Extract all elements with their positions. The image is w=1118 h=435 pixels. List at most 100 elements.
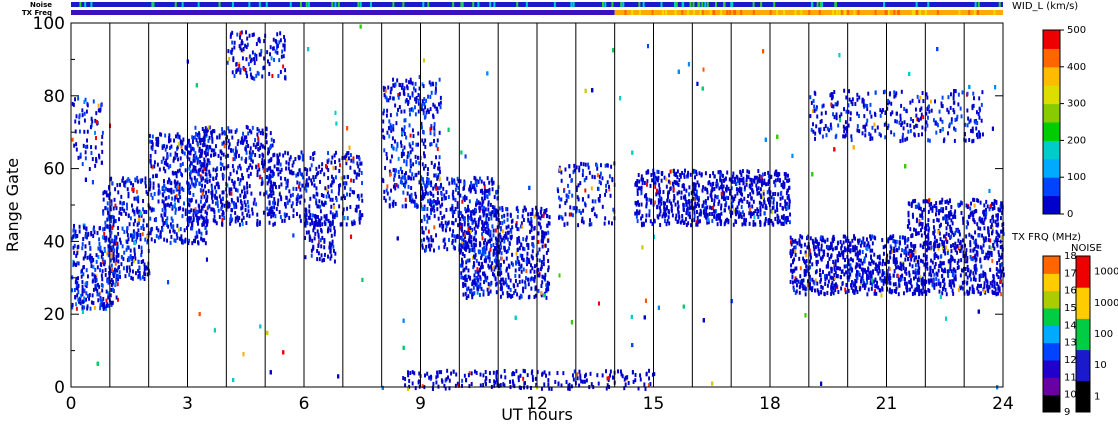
data-point xyxy=(468,199,471,204)
data-point xyxy=(162,156,165,161)
data-point xyxy=(162,166,165,171)
data-point xyxy=(239,46,242,51)
data-point xyxy=(204,178,207,183)
data-point xyxy=(290,204,293,209)
data-point xyxy=(200,164,203,169)
data-point xyxy=(423,97,426,102)
data-point xyxy=(233,202,236,207)
data-point xyxy=(749,177,752,182)
data-point xyxy=(285,212,288,217)
data-point xyxy=(469,229,472,234)
data-point xyxy=(784,216,787,221)
data-point xyxy=(138,266,141,271)
data-point xyxy=(181,186,184,191)
data-point xyxy=(234,129,237,134)
data-point xyxy=(129,216,132,221)
data-point xyxy=(433,214,436,219)
data-point xyxy=(859,258,862,263)
data-point xyxy=(481,196,484,201)
data-point xyxy=(492,209,495,214)
data-point xyxy=(973,247,976,252)
data-point xyxy=(323,202,326,207)
data-point xyxy=(130,275,133,280)
data-point xyxy=(893,269,896,274)
data-point xyxy=(122,201,125,206)
data-point xyxy=(481,226,484,231)
data-point xyxy=(531,207,534,212)
data-point xyxy=(410,185,413,191)
data-point xyxy=(157,183,160,188)
data-point xyxy=(587,162,590,167)
data-point xyxy=(598,174,601,179)
data-point xyxy=(235,154,238,159)
data-point xyxy=(104,220,107,225)
data-point xyxy=(517,209,519,214)
data-point xyxy=(248,33,251,38)
data-point xyxy=(205,219,208,224)
data-point xyxy=(120,262,123,267)
data-point xyxy=(561,216,564,221)
data-point xyxy=(703,206,706,211)
txfreq-status-tick xyxy=(857,10,860,15)
data-point xyxy=(315,201,318,206)
data-point xyxy=(397,93,400,98)
data-point xyxy=(893,246,896,251)
data-point xyxy=(441,202,444,207)
data-point xyxy=(268,149,271,154)
data-point xyxy=(397,107,400,112)
data-point xyxy=(436,176,439,181)
data-point xyxy=(544,243,547,248)
data-point xyxy=(473,217,476,222)
data-point xyxy=(304,186,307,191)
data-point xyxy=(296,180,299,185)
data-point xyxy=(145,210,148,215)
data-point xyxy=(269,206,272,211)
data-point xyxy=(467,268,470,273)
data-point xyxy=(189,190,192,195)
data-point xyxy=(778,172,781,177)
data-point xyxy=(473,254,476,259)
data-point xyxy=(239,193,242,198)
data-point xyxy=(465,246,468,251)
data-point xyxy=(120,211,123,216)
data-point xyxy=(504,277,507,282)
data-point xyxy=(115,295,118,300)
data-point xyxy=(205,145,208,150)
data-point xyxy=(558,167,561,172)
data-point xyxy=(210,186,213,191)
data-point xyxy=(927,236,930,241)
data-point xyxy=(91,119,94,124)
data-point xyxy=(199,141,202,146)
data-point xyxy=(413,199,416,204)
data-point xyxy=(360,170,363,175)
data-point xyxy=(165,186,167,191)
data-point xyxy=(198,131,201,136)
data-point xyxy=(490,267,493,272)
data-point xyxy=(478,292,481,297)
data-point xyxy=(300,194,303,199)
data-point xyxy=(110,202,113,207)
noise-status-tick xyxy=(516,2,519,7)
status-bars xyxy=(71,2,1003,15)
data-point xyxy=(105,193,108,198)
data-point xyxy=(612,207,615,212)
data-point xyxy=(206,128,209,133)
data-point xyxy=(727,186,730,191)
data-point xyxy=(138,220,141,225)
data-point xyxy=(709,205,712,210)
data-point xyxy=(136,179,139,184)
data-point xyxy=(949,258,952,263)
data-point xyxy=(410,199,413,204)
data-point xyxy=(596,166,599,171)
data-point xyxy=(102,260,105,265)
data-point xyxy=(319,209,322,214)
data-point xyxy=(709,174,712,179)
data-point xyxy=(501,291,504,296)
data-point xyxy=(800,278,803,283)
data-point xyxy=(387,98,390,103)
data-point xyxy=(272,190,275,195)
data-point xyxy=(476,282,479,287)
data-point xyxy=(217,208,220,213)
data-point xyxy=(969,240,972,245)
data-point xyxy=(855,246,858,251)
